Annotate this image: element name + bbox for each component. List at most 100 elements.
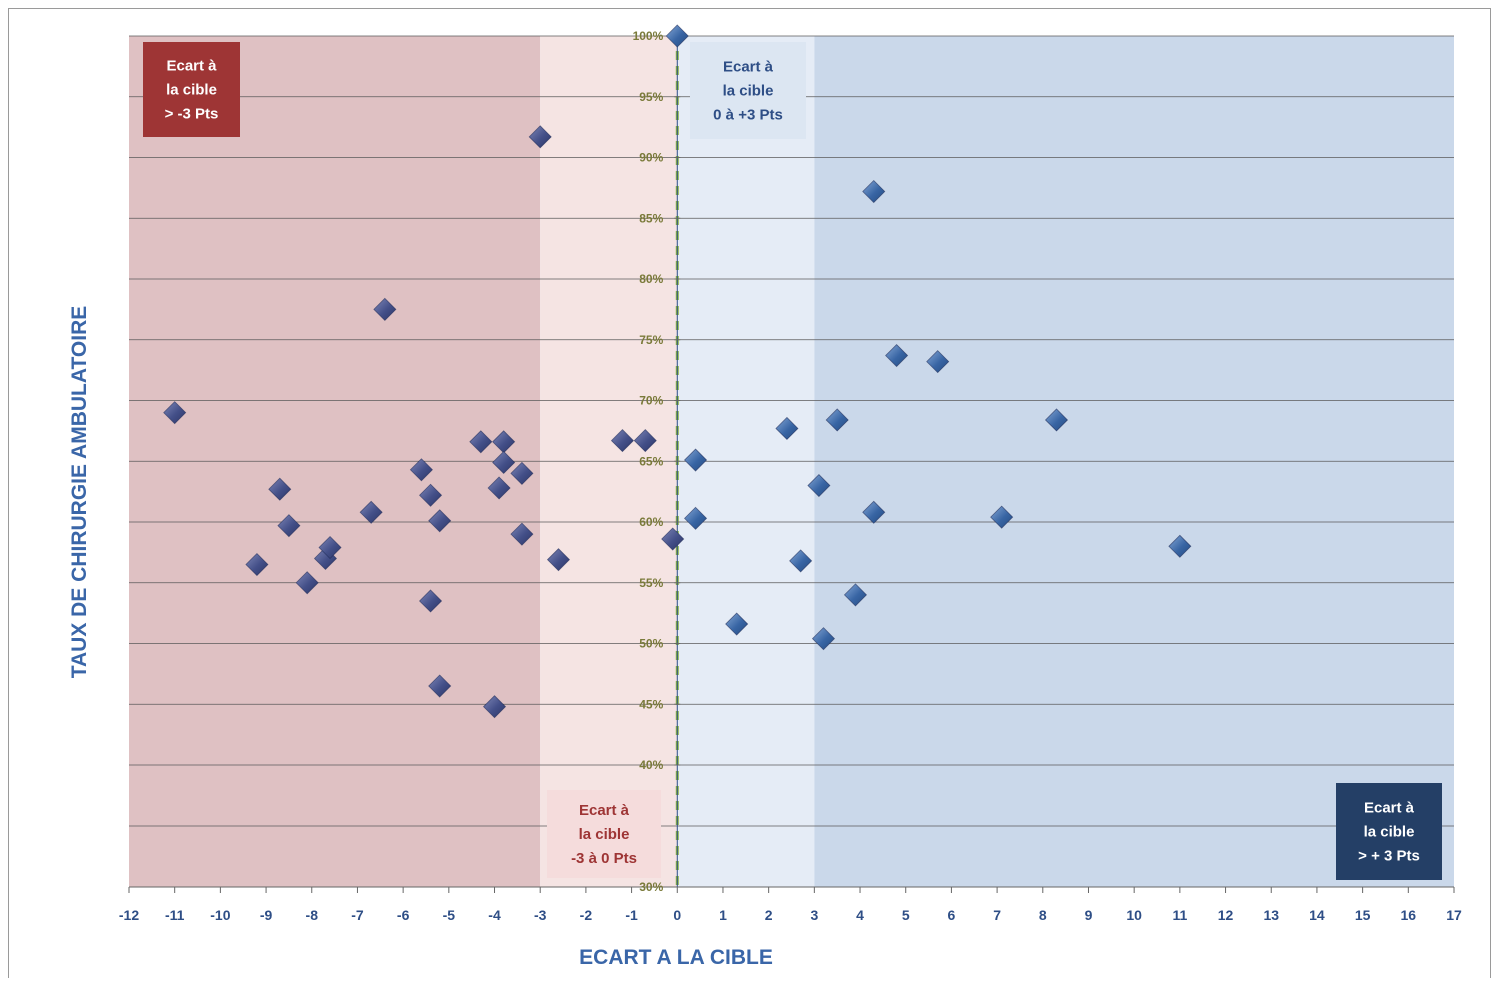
data-point — [885, 343, 909, 368]
annotation-text: la cible — [1364, 824, 1415, 841]
x-tick-label: -7 — [351, 907, 364, 923]
annotation-box — [547, 790, 661, 878]
x-tick-label: 15 — [1355, 907, 1371, 923]
x-tick-label: 11 — [1172, 907, 1187, 923]
annotation-text: > -3 Pts — [165, 106, 219, 123]
x-tick-label: -10 — [210, 907, 230, 923]
x-tick-label: -6 — [397, 907, 410, 923]
annotation-text: la cible — [166, 82, 217, 99]
y-tick-label: 85% — [639, 211, 663, 225]
data-point — [359, 500, 383, 524]
y-tick-label: 30% — [639, 880, 663, 894]
data-point — [775, 416, 799, 441]
x-tick-label: 10 — [1126, 907, 1142, 923]
data-point — [683, 506, 708, 530]
x-tick-label: -11 — [165, 907, 185, 923]
data-point — [277, 514, 301, 538]
axes: -12 -11 -10 -9 -8 -7 -6 -5 -4 -3 -2 -1 0 1 2 3 4 5 6 7 8 9 10 1… — [119, 29, 1462, 923]
data-point — [789, 549, 813, 573]
annotation-box — [143, 42, 240, 137]
data-point — [1044, 408, 1069, 432]
y-tick-label: 40% — [639, 758, 663, 772]
x-tick-label: -4 — [488, 907, 501, 923]
data-point — [862, 500, 886, 524]
x-tick-label: -3 — [534, 907, 547, 923]
data-point — [862, 179, 886, 204]
data-point — [825, 408, 849, 432]
data-point — [990, 505, 1014, 529]
annotation-box — [1336, 783, 1442, 880]
data-point — [268, 477, 292, 501]
data-point — [295, 571, 319, 595]
x-tick-label: 16 — [1401, 907, 1417, 923]
data-point — [318, 535, 342, 560]
data-points — [163, 24, 1192, 719]
x-tick-label: 0 — [673, 907, 681, 923]
chart-frame — [8, 8, 1491, 978]
x-tick-label: 9 — [1085, 907, 1093, 923]
x-tick-label: 13 — [1263, 907, 1279, 923]
gridlines — [129, 35, 1454, 827]
data-point — [373, 297, 397, 321]
x-tick-label: 14 — [1309, 907, 1325, 923]
annotation-text: Ecart à — [166, 58, 217, 75]
data-point — [633, 429, 657, 453]
x-tick-label: 1 — [719, 907, 727, 923]
x-tick-label: 17 — [1446, 907, 1462, 923]
data-point — [1168, 534, 1192, 558]
x-tick-label: -1 — [625, 907, 638, 923]
data-point — [725, 612, 749, 636]
data-point — [811, 627, 836, 651]
y-tick-label: 75% — [639, 333, 663, 347]
x-tick-label: 2 — [765, 907, 773, 923]
data-point — [683, 448, 708, 472]
y-tick-label: 70% — [639, 394, 663, 408]
data-point — [418, 589, 443, 613]
data-point — [926, 350, 950, 374]
data-point — [665, 24, 689, 48]
data-point — [469, 430, 493, 454]
annotation-text: > + 3 Pts — [1358, 848, 1420, 865]
data-point — [807, 473, 831, 498]
annotation-text: Ecart à — [723, 59, 774, 76]
x-tick-label: -5 — [443, 907, 456, 923]
annotation-text: la cible — [723, 83, 774, 100]
x-tick-label: 7 — [993, 907, 1001, 923]
x-tick-label: -8 — [306, 907, 319, 923]
y-axis-label: TAUX DE CHIRURGIE AMBULATOIRE — [68, 306, 91, 679]
y-tick-label: 55% — [639, 576, 663, 590]
data-point — [510, 461, 534, 485]
x-tick-label: 5 — [902, 907, 910, 923]
y-tick-label: 65% — [639, 454, 663, 468]
zone-annotations: Ecart à la cible > -3 Pts Ecart à la cible -3… — [143, 42, 1442, 880]
data-point — [418, 483, 443, 507]
x-tick-label: 12 — [1218, 907, 1234, 923]
annotation-text: Ecart à — [579, 802, 630, 819]
annotation-text: Ecart à — [1364, 800, 1415, 817]
x-axis-label: ECART A LA CIBLE — [579, 946, 773, 969]
data-point — [610, 429, 635, 453]
x-tick-label: 8 — [1039, 907, 1047, 923]
data-point — [482, 695, 507, 719]
data-point — [492, 450, 516, 475]
y-tick-label: 90% — [639, 151, 663, 165]
x-tick-label: -12 — [119, 907, 139, 923]
x-tick-label: -2 — [580, 907, 593, 923]
data-point — [843, 583, 868, 607]
x-tick-label: 6 — [948, 907, 956, 923]
annotation-text: la cible — [579, 826, 630, 843]
data-point — [428, 509, 452, 533]
x-tick-label: 4 — [856, 907, 864, 923]
y-tick-label: 95% — [639, 90, 663, 104]
data-point — [245, 552, 269, 577]
annotation-text: 0 à +3 Pts — [713, 107, 783, 124]
data-point — [661, 527, 685, 551]
data-point — [163, 401, 187, 425]
data-point — [546, 548, 571, 572]
y-tick-label: 50% — [639, 637, 663, 651]
y-tick-label: 45% — [639, 697, 663, 711]
annotation-text: -3 à 0 Pts — [571, 850, 637, 867]
x-tick-label: -9 — [260, 907, 273, 923]
data-point — [487, 476, 511, 500]
y-tick-label: 100% — [633, 29, 664, 43]
